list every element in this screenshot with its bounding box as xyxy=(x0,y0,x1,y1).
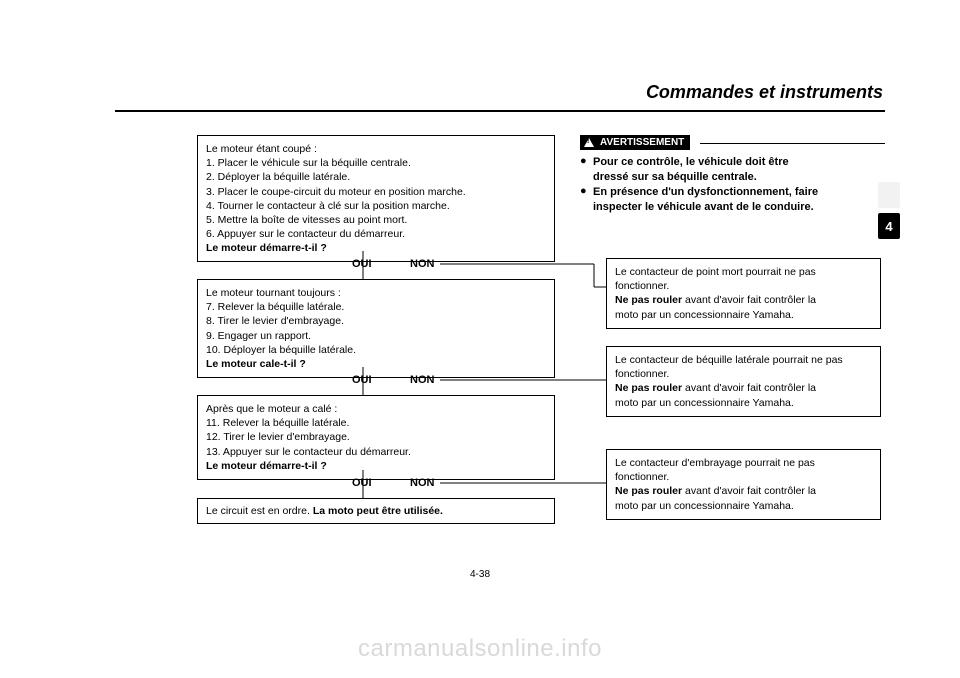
text-line: Ne pas rouler avant d'avoir fait contrôl… xyxy=(615,293,872,307)
text-span: La moto peut être utilisée. xyxy=(313,505,443,517)
warning-line: dressé sur sa béquille centrale. xyxy=(593,170,757,185)
bullet-icon: ● xyxy=(580,155,587,167)
text-line: Ne pas rouler avant d'avoir fait contrôl… xyxy=(615,381,872,395)
text-line: moto par un concessionnaire Yamaha. xyxy=(615,308,872,322)
text-line: moto par un concessionnaire Yamaha. xyxy=(615,396,872,410)
flow-question: Le moteur démarre-t-il ? xyxy=(206,459,546,473)
text-line: Le contacteur de béquille latérale pourr… xyxy=(615,353,872,367)
flow-question: Le moteur démarre-t-il ? xyxy=(206,241,546,255)
text-line: moto par un concessionnaire Yamaha. xyxy=(615,499,872,513)
text-span: Le circuit est en ordre. xyxy=(206,505,313,517)
text-span: avant d'avoir fait contrôler la xyxy=(682,294,816,306)
text-span: avant d'avoir fait contrôler la xyxy=(682,485,816,497)
text-span: Ne pas rouler xyxy=(615,294,682,306)
text-line: 12. Tirer le levier d'embrayage. xyxy=(206,430,546,444)
bullet-icon: ● xyxy=(580,185,587,197)
text-line: 8. Tirer le levier d'embrayage. xyxy=(206,314,546,328)
warning-rule xyxy=(700,143,885,144)
text-line: 6. Appuyer sur le contacteur du démarreu… xyxy=(206,227,546,241)
text-line: 13. Appuyer sur le contacteur du démarre… xyxy=(206,445,546,459)
watermark: carmanualsonline.info xyxy=(0,635,960,663)
chapter-tab: 4 xyxy=(878,213,900,239)
text-line: 2. Déployer la béquille latérale. xyxy=(206,170,546,184)
text-line: Le moteur étant coupé : xyxy=(206,142,546,156)
label-oui: OUI xyxy=(352,258,372,270)
label-non: NON xyxy=(410,258,434,270)
text-line: 9. Engager un rapport. xyxy=(206,329,546,343)
text-line: 4. Tourner le contacteur à clé sur la po… xyxy=(206,199,546,213)
text-span: Ne pas rouler xyxy=(615,382,682,394)
page-number: 4-38 xyxy=(0,569,960,580)
warning-line: Pour ce contrôle, le véhicule doit être xyxy=(593,155,885,170)
label-oui: OUI xyxy=(352,477,372,489)
result-box-3: Le contacteur d'embrayage pourrait ne pa… xyxy=(606,449,881,520)
flow-box-3: Après que le moteur a calé : 11. Relever… xyxy=(197,395,555,480)
header-rule xyxy=(115,110,885,112)
text-line: Le contacteur d'embrayage pourrait ne pa… xyxy=(615,456,872,470)
flow-box-1: Le moteur étant coupé : 1. Placer le véh… xyxy=(197,135,555,262)
text-line: 5. Mettre la boîte de vitesses au point … xyxy=(206,213,546,227)
result-box-2: Le contacteur de béquille latérale pourr… xyxy=(606,346,881,417)
result-box-1: Le contacteur de point mort pourrait ne … xyxy=(606,258,881,329)
warning-line: inspecter le véhicule avant de le condui… xyxy=(593,200,885,215)
text-line: fonctionner. xyxy=(615,470,872,484)
text-span: Ne pas rouler xyxy=(615,485,682,497)
label-non: NON xyxy=(410,374,434,386)
flow-box-4: Le circuit est en ordre. La moto peut êt… xyxy=(197,498,555,524)
text-line: 10. Déployer la béquille latérale. xyxy=(206,343,546,357)
text-line: Le moteur tournant toujours : xyxy=(206,286,546,300)
text-line: 3. Placer le coupe-circuit du moteur en … xyxy=(206,185,546,199)
page-title: Commandes et instruments xyxy=(646,82,883,103)
text-span: avant d'avoir fait contrôler la xyxy=(682,382,816,394)
label-oui: OUI xyxy=(352,374,372,386)
text-line: 11. Relever la béquille latérale. xyxy=(206,416,546,430)
warning-badge: AVERTISSEMENT xyxy=(580,135,690,150)
text-line: Le contacteur de point mort pourrait ne … xyxy=(615,265,872,279)
text-line: 1. Placer le véhicule sur la béquille ce… xyxy=(206,156,546,170)
text-line: 7. Relever la béquille latérale. xyxy=(206,300,546,314)
manual-page: Commandes et instruments 4 Le moteur éta… xyxy=(0,0,960,678)
warning-line: En présence d'un dysfonctionnement, fair… xyxy=(593,185,885,200)
flow-question: Le moteur cale-t-il ? xyxy=(206,357,546,371)
warning-triangle-icon xyxy=(584,138,594,147)
label-non: NON xyxy=(410,477,434,489)
text-line: Ne pas rouler avant d'avoir fait contrôl… xyxy=(615,484,872,498)
text-line: Après que le moteur a calé : xyxy=(206,402,546,416)
text-line: fonctionner. xyxy=(615,279,872,293)
text-line: fonctionner. xyxy=(615,367,872,381)
flow-box-2: Le moteur tournant toujours : 7. Relever… xyxy=(197,279,555,378)
warning-badge-label: AVERTISSEMENT xyxy=(600,137,684,148)
